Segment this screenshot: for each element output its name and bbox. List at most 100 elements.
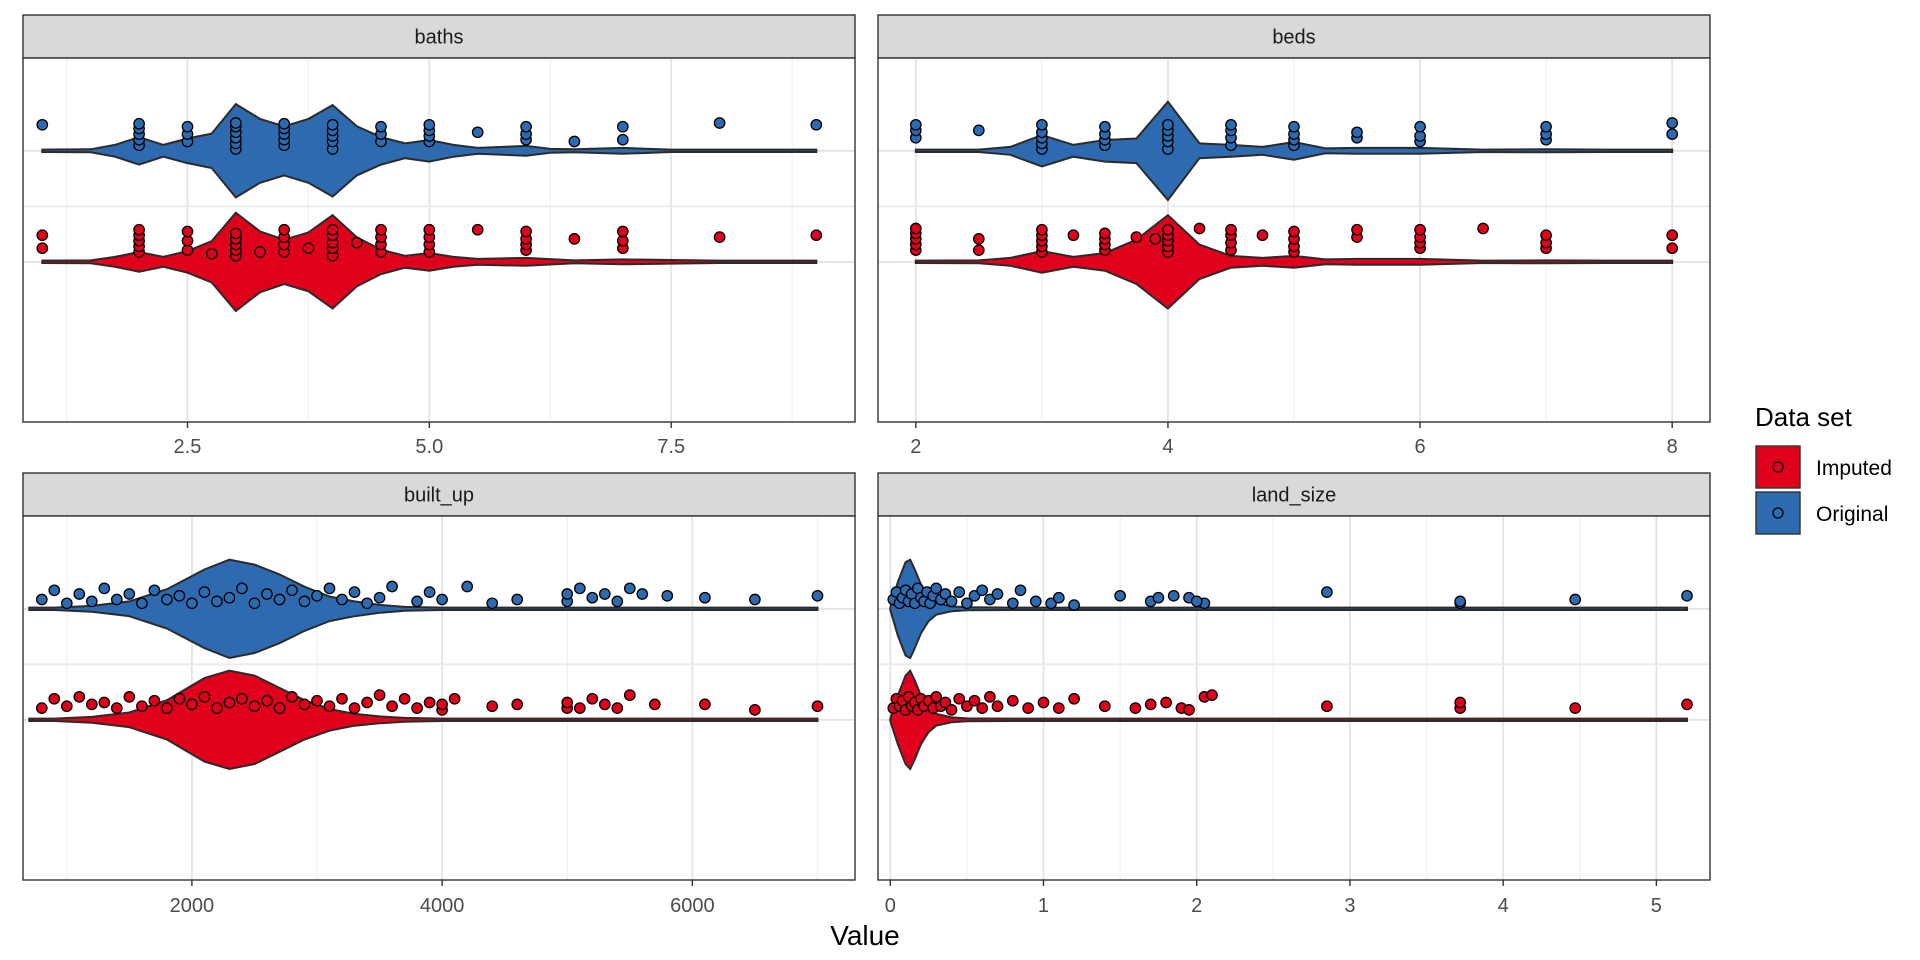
- data-point-imputed: [198, 691, 211, 703]
- data-point-original: [273, 593, 286, 606]
- data-point-imputed: [278, 223, 291, 236]
- data-point-imputed: [1321, 700, 1333, 713]
- data-point-original: [486, 597, 499, 610]
- data-point-original: [1114, 589, 1126, 602]
- data-point-imputed: [1477, 222, 1489, 235]
- data-point-original: [1351, 126, 1363, 139]
- data-point-imputed: [48, 692, 61, 705]
- data-point-imputed: [1351, 223, 1363, 236]
- plot-background: [23, 58, 855, 422]
- data-point-imputed: [1099, 227, 1111, 240]
- data-point-imputed: [1666, 229, 1679, 242]
- x-tick-label: 3: [1344, 895, 1355, 917]
- legend: Data set Imputed Original: [1755, 402, 1892, 535]
- x-tick-label: 2: [1191, 895, 1202, 917]
- data-point-original: [1014, 584, 1027, 597]
- data-point-original: [811, 589, 824, 602]
- legend-label-original: Original: [1816, 503, 1888, 526]
- data-point-imputed: [1206, 689, 1218, 701]
- data-point-imputed: [361, 696, 373, 709]
- data-point-imputed: [173, 692, 186, 705]
- data-point-imputed: [699, 698, 711, 711]
- data-point-imputed: [181, 225, 194, 238]
- plot-background: [878, 516, 1710, 880]
- data-point-original: [1099, 120, 1111, 133]
- data-point-imputed: [98, 696, 111, 709]
- data-point-imputed: [186, 698, 198, 711]
- data-point-original: [323, 582, 336, 595]
- x-tick-label: 5.0: [415, 436, 443, 458]
- facet-title: land_size: [1252, 485, 1337, 507]
- data-point-original: [961, 597, 973, 610]
- data-point-imputed: [968, 694, 981, 707]
- data-point-original: [1006, 597, 1019, 610]
- data-point-original: [123, 588, 136, 600]
- legend-label-imputed: Imputed: [1816, 457, 1892, 480]
- data-point-original: [939, 588, 952, 600]
- data-point-original: [311, 589, 323, 602]
- x-tick-label: 4000: [420, 895, 465, 917]
- violin-original: [28, 558, 819, 660]
- data-point-imputed: [136, 700, 148, 713]
- data-point-original: [411, 595, 423, 608]
- data-point-imputed: [1681, 698, 1693, 711]
- data-point-original: [423, 118, 436, 131]
- data-point-imputed: [1256, 229, 1269, 242]
- data-point-original: [520, 120, 532, 133]
- data-point-original: [326, 118, 339, 131]
- data-point-imputed: [953, 692, 966, 705]
- data-point-imputed: [323, 700, 336, 713]
- legend-key-original: [1755, 491, 1801, 535]
- data-point-imputed: [436, 698, 448, 711]
- data-point-imputed: [1144, 698, 1157, 711]
- data-point-imputed: [749, 704, 761, 716]
- x-tick-label: 7.5: [657, 436, 685, 458]
- legend-item-original[interactable]: Original: [1755, 491, 1888, 535]
- data-point-original: [1225, 118, 1237, 131]
- facet-strip: [877, 14, 1711, 59]
- legend-item-imputed[interactable]: Imputed: [1755, 445, 1892, 489]
- data-point-original: [991, 588, 1004, 600]
- data-point-original: [611, 595, 624, 608]
- data-point-original: [945, 595, 958, 608]
- x-tick-label: 1: [1038, 895, 1049, 917]
- data-point-imputed: [1129, 702, 1142, 714]
- legend-point-original-icon: [1772, 507, 1784, 519]
- data-point-original: [161, 593, 173, 606]
- data-point-imputed: [1130, 231, 1143, 243]
- data-point-original: [211, 595, 223, 608]
- data-point-original: [1454, 595, 1467, 608]
- data-point-original: [375, 120, 387, 133]
- data-point-imputed: [36, 229, 49, 242]
- data-point-imputed: [398, 692, 411, 705]
- data-point-original: [568, 135, 581, 148]
- x-tick-label: 0: [885, 895, 896, 917]
- x-tick-label: 4: [1498, 895, 1509, 917]
- data-point-imputed: [1022, 702, 1035, 714]
- data-point-original: [261, 588, 273, 600]
- data-point-original: [85, 595, 98, 608]
- facet-strip: [22, 472, 856, 517]
- data-point-imputed: [984, 691, 996, 703]
- x-tick-label: 6: [1414, 436, 1425, 458]
- data-point-imputed: [573, 702, 586, 714]
- data-point-imputed: [1162, 223, 1174, 236]
- data-point-imputed: [1569, 702, 1582, 714]
- data-point-original: [1036, 118, 1048, 131]
- panel-border: [22, 57, 856, 423]
- data-point-original: [136, 597, 148, 610]
- data-point-imputed: [945, 704, 958, 716]
- data-point-imputed: [976, 702, 989, 714]
- data-point-imputed: [616, 225, 629, 238]
- data-point-original: [636, 588, 649, 600]
- data-point-original: [976, 584, 989, 597]
- data-point-original: [60, 597, 73, 610]
- panel-border: [877, 515, 1711, 881]
- data-point-imputed: [1414, 223, 1426, 236]
- x-tick-label: 2.5: [174, 436, 202, 458]
- data-point-imputed: [336, 692, 348, 705]
- data-point-original: [181, 120, 194, 133]
- x-tick-label: 4: [1162, 436, 1173, 458]
- data-point-original: [1052, 591, 1065, 604]
- data-point-imputed: [1052, 702, 1065, 714]
